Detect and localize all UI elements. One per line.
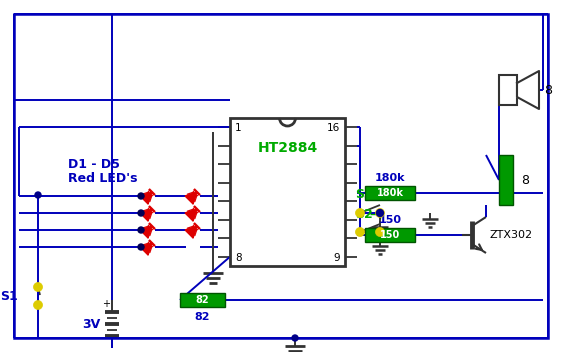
Text: 180k: 180k xyxy=(377,188,404,198)
Circle shape xyxy=(138,193,144,199)
Circle shape xyxy=(34,301,43,309)
Text: 8: 8 xyxy=(521,174,529,187)
Text: 82: 82 xyxy=(195,312,210,322)
Bar xyxy=(180,293,225,307)
Circle shape xyxy=(34,283,43,291)
Text: 16: 16 xyxy=(327,123,340,133)
Bar xyxy=(499,155,513,205)
Bar xyxy=(365,186,415,200)
Text: S3: S3 xyxy=(355,189,373,201)
Circle shape xyxy=(138,227,144,233)
Circle shape xyxy=(356,208,365,218)
Circle shape xyxy=(356,227,365,237)
Circle shape xyxy=(375,208,384,218)
Circle shape xyxy=(138,210,144,216)
Text: HT2884: HT2884 xyxy=(257,141,318,155)
Text: D1 - D5: D1 - D5 xyxy=(68,158,120,171)
Text: 8: 8 xyxy=(235,253,242,263)
Polygon shape xyxy=(140,243,152,255)
Polygon shape xyxy=(140,209,152,221)
Text: Red LED's: Red LED's xyxy=(68,171,138,184)
Polygon shape xyxy=(517,71,539,109)
Text: 8: 8 xyxy=(544,83,552,96)
Text: 1: 1 xyxy=(235,123,242,133)
Circle shape xyxy=(377,209,383,216)
Text: 3V: 3V xyxy=(82,318,100,331)
Text: 82: 82 xyxy=(196,295,209,305)
Circle shape xyxy=(292,335,298,341)
Text: S1: S1 xyxy=(0,289,18,302)
Bar xyxy=(230,118,345,266)
Bar xyxy=(365,228,415,242)
Polygon shape xyxy=(140,226,152,238)
Bar xyxy=(499,75,517,105)
Text: 180k: 180k xyxy=(375,173,405,183)
Polygon shape xyxy=(140,192,152,204)
Polygon shape xyxy=(185,226,197,238)
Circle shape xyxy=(138,244,144,250)
Text: ZTX302: ZTX302 xyxy=(490,230,533,240)
Circle shape xyxy=(35,192,41,198)
Text: 150: 150 xyxy=(378,215,401,225)
Text: 150: 150 xyxy=(380,230,400,240)
Polygon shape xyxy=(185,209,197,221)
Text: 9: 9 xyxy=(333,253,340,263)
Circle shape xyxy=(375,227,384,237)
Text: S2: S2 xyxy=(355,207,373,220)
Polygon shape xyxy=(185,192,197,204)
Text: +: + xyxy=(102,299,110,309)
